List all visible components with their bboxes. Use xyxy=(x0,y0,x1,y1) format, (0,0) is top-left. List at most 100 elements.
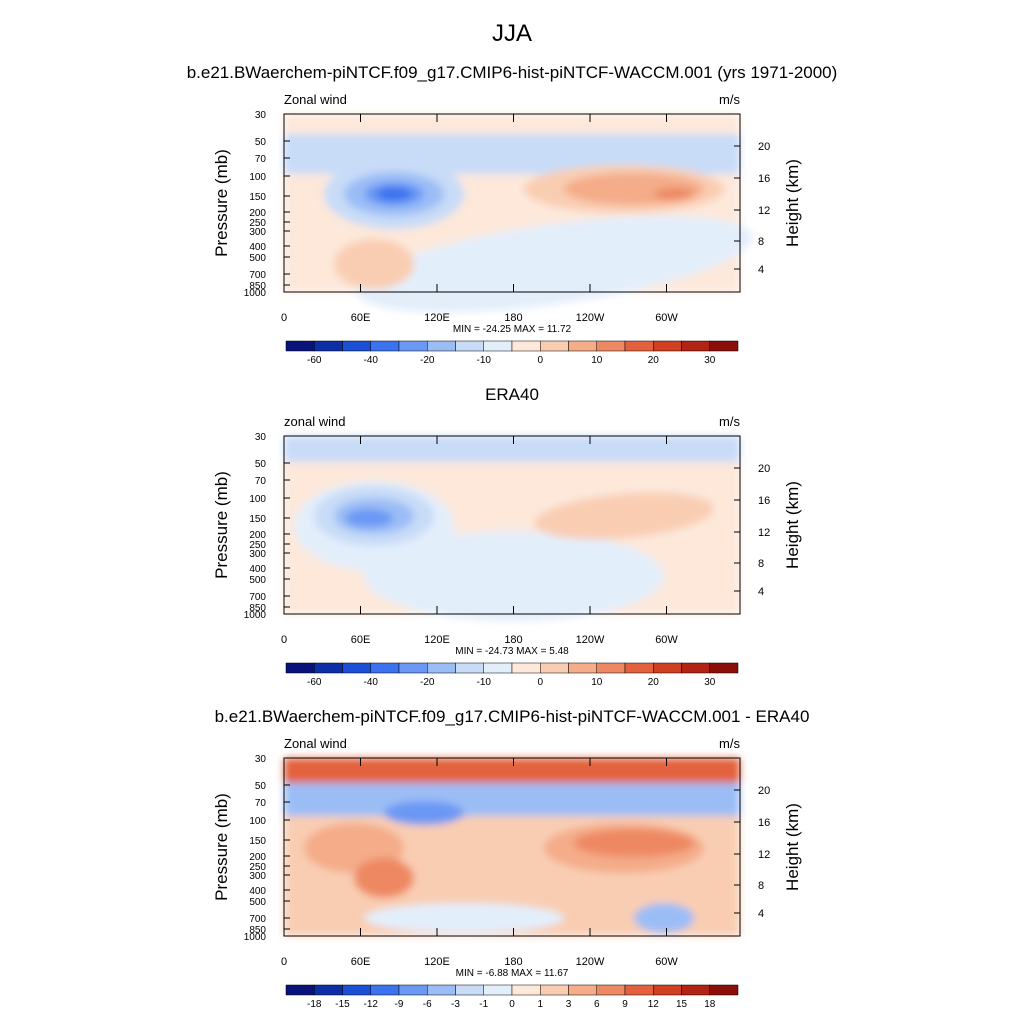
colorbar-box xyxy=(483,984,513,996)
x-tick-label: 0 xyxy=(281,634,287,646)
colorbar-label: -6 xyxy=(423,999,432,1010)
contour-region xyxy=(364,903,564,933)
x-tick-label: 60W xyxy=(655,312,678,324)
min-max-stats: MIN = -24.73 MAX = 5.48 xyxy=(455,646,569,657)
colorbar-label: 6 xyxy=(594,999,600,1010)
colorbar-label: 0 xyxy=(537,355,543,366)
colorbar: -60 -40 -20 -10 0 10 20 30 xyxy=(285,340,739,366)
colorbar-box xyxy=(596,984,626,996)
y2-tick-label: 8 xyxy=(758,880,764,892)
y2-tick-label: 4 xyxy=(758,586,764,598)
colorbar-box xyxy=(624,340,654,352)
contour-region xyxy=(354,858,414,898)
lower-stratosphere-band xyxy=(284,783,740,816)
colorbar-box xyxy=(342,984,371,996)
x-tick-label: 0 xyxy=(281,956,287,968)
x-tick-label: 120E xyxy=(424,634,450,646)
contour-region xyxy=(364,531,664,621)
y2-tick-label: 20 xyxy=(758,785,770,797)
x-tick-label: 120W xyxy=(576,634,605,646)
colorbar-box xyxy=(483,340,513,352)
y-tick-label: 1000 xyxy=(244,610,267,621)
easterly-band xyxy=(284,436,740,462)
chart-panel-3: b.e21.BWaerchem-piNTCF.f09_g17.CMIP6-his… xyxy=(212,707,809,1010)
colorbar-box xyxy=(370,340,400,352)
colorbar-label: -10 xyxy=(477,355,492,366)
top-band xyxy=(284,758,740,783)
colorbar-box xyxy=(540,984,569,996)
colorbar-box xyxy=(511,662,541,674)
colorbar-box xyxy=(342,662,371,674)
y-tick-label: 250 xyxy=(249,862,266,873)
colorbar-box xyxy=(709,662,739,674)
panel-title: b.e21.BWaerchem-piNTCF.f09_g17.CMIP6-his… xyxy=(187,63,838,82)
colorbar-box xyxy=(540,340,569,352)
panel-title: ERA40 xyxy=(485,385,539,404)
colorbar-label: -60 xyxy=(307,677,322,688)
colorbar-box xyxy=(314,662,343,674)
colorbar-label: 12 xyxy=(648,999,660,1010)
y-tick-label: 50 xyxy=(255,459,267,470)
min-max-stats: MIN = -24.25 MAX = 11.72 xyxy=(453,324,572,335)
plot-border xyxy=(283,435,741,615)
x-tick-label: 180 xyxy=(504,312,522,324)
y-tick-label: 700 xyxy=(249,270,266,281)
colorbar-label: 3 xyxy=(566,999,572,1010)
colorbar-box xyxy=(709,984,739,996)
y2-tick-label: 20 xyxy=(758,463,770,475)
colorbar-box xyxy=(370,662,400,674)
colorbar-box xyxy=(568,340,597,352)
colorbar: -60 -40 -20 -10 0 10 20 30 xyxy=(285,662,739,688)
y-axis-label: Pressure (mb) xyxy=(212,149,231,257)
colorbar-label: -40 xyxy=(364,355,379,366)
y-tick-label: 300 xyxy=(249,549,266,560)
colorbar-box xyxy=(653,662,682,674)
y-tick-label: 100 xyxy=(249,816,266,827)
y-tick-label: 300 xyxy=(249,871,266,882)
contour-region xyxy=(654,188,694,200)
x-tick-label: 180 xyxy=(504,634,522,646)
x-tick-label: 60E xyxy=(351,312,371,324)
colorbar-label: 0 xyxy=(509,999,515,1010)
colorbar-box xyxy=(285,340,315,352)
colorbar-label: 10 xyxy=(591,677,603,688)
colorbar-box xyxy=(398,662,428,674)
y-tick-label: 500 xyxy=(249,575,266,586)
y-tick-label: 200 xyxy=(249,530,266,541)
colorbar-label: 30 xyxy=(704,677,716,688)
colorbar-box xyxy=(314,984,343,996)
figure-title: JJA xyxy=(491,20,532,47)
plot-border xyxy=(283,757,741,937)
y2-tick-label: 4 xyxy=(758,264,764,276)
colorbar-box xyxy=(681,662,710,674)
y-tick-label: 500 xyxy=(249,253,266,264)
y-tick-label: 1000 xyxy=(244,932,267,943)
colorbar-box xyxy=(596,662,626,674)
colorbar-label: 9 xyxy=(622,999,628,1010)
colorbar-box xyxy=(709,340,739,352)
y-tick-label: 400 xyxy=(249,886,266,897)
y-tick-label: 70 xyxy=(255,798,267,809)
contour-region xyxy=(634,903,694,933)
y2-tick-label: 8 xyxy=(758,236,764,248)
y-tick-label: 30 xyxy=(255,432,267,443)
colorbar-box xyxy=(455,662,484,674)
y-tick-label: 850 xyxy=(249,281,266,292)
colorbar-box xyxy=(398,984,428,996)
colorbar-label: -40 xyxy=(364,677,379,688)
x-tick-label: 120W xyxy=(576,956,605,968)
colorbar-box xyxy=(370,984,400,996)
y-tick-label: 850 xyxy=(249,925,266,936)
y-tick-label: 400 xyxy=(249,564,266,575)
contour-region xyxy=(334,239,414,289)
x-tick-label: 60E xyxy=(351,634,371,646)
plot-border xyxy=(283,113,741,293)
x-tick-label: 120E xyxy=(424,312,450,324)
colorbar-label: 20 xyxy=(648,355,660,366)
contour-region xyxy=(534,492,714,540)
colorbar-box xyxy=(342,340,371,352)
colorbar-box xyxy=(681,984,710,996)
units-label: m/s xyxy=(719,414,740,429)
